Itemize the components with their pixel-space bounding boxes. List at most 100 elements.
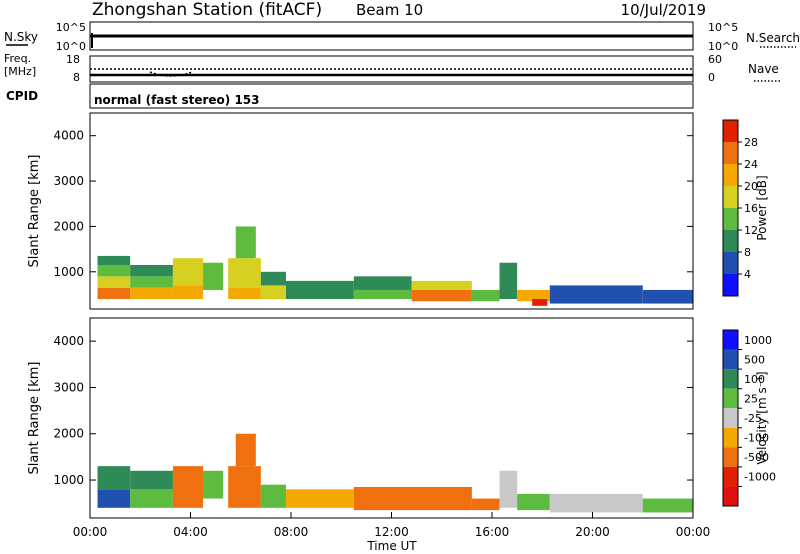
data-cell [130, 287, 173, 300]
data-cell [97, 287, 131, 300]
colorbar-block [723, 186, 738, 208]
data-cell [97, 264, 131, 277]
colorbar-block [723, 466, 738, 487]
data-cell [260, 271, 286, 286]
freq-tick-top: 18 [66, 53, 80, 66]
data-cell [228, 287, 261, 300]
freq-label-line1: Freq. [4, 52, 31, 65]
colorbar-tick-label: 25 [744, 392, 758, 405]
data-cell [130, 276, 173, 288]
velocity-y-axis: 1000 2000 3000 4000 [53, 334, 693, 487]
data-cell [130, 470, 173, 490]
nsky-label: N.Sky [4, 30, 38, 44]
colorbar-tick-label: 8 [744, 246, 751, 259]
colorbar-block [723, 142, 738, 164]
cpid-label: CPID [6, 89, 38, 103]
data-cell [642, 289, 693, 304]
colorbar-tick-label: 500 [744, 353, 765, 366]
data-cell [549, 285, 643, 304]
data-cell [228, 466, 261, 508]
x-tick-label: 12:00 [374, 525, 409, 539]
colorbar-block [723, 164, 738, 186]
velocity-colorbar-blocks [723, 330, 738, 506]
nave-tick-bottom: 0 [708, 71, 715, 84]
power-colorbar-ticks: 4 8 12 16 20 24 28 [738, 136, 758, 281]
data-cell [130, 264, 173, 277]
y-tick-label: 2000 [53, 427, 84, 441]
colorbar-block [723, 388, 738, 409]
data-cell [97, 489, 131, 508]
x-tick-label: 16:00 [475, 525, 510, 539]
data-cell [517, 493, 550, 511]
data-cell [549, 493, 643, 513]
time-x-axis: 00:00 04:00 08:00 12:00 16:00 20:00 00:00 [73, 512, 710, 539]
freq-panel: Freq. [MHz] 18 8 60 0 Nave [4, 52, 780, 84]
beam-label: Beam 10 [356, 1, 423, 19]
nsearch-tick-top: 10^5 [708, 21, 738, 34]
data-cell [353, 486, 472, 511]
y-tick-label: 3000 [53, 380, 84, 394]
colorbar-tick-label: 24 [744, 158, 758, 171]
date-label: 10/Jul/2019 [621, 1, 706, 19]
nsky-tick-bottom: 10^0 [56, 40, 86, 53]
power-y-axis: 1000 2000 3000 4000 [53, 129, 693, 279]
data-cell [353, 276, 412, 290]
colorbar-tick-label: 16 [744, 202, 758, 215]
colorbar-tick-label: -100 [744, 432, 769, 445]
y-tick-label: 2000 [53, 219, 84, 233]
data-cell [285, 280, 354, 300]
colorbar-tick-label: 4 [744, 268, 751, 281]
data-cell [130, 489, 173, 508]
colorbar-tick-label: 100 [744, 373, 765, 386]
data-cell [499, 470, 518, 508]
x-tick-label: 08:00 [274, 525, 309, 539]
power-data-layer [97, 226, 693, 306]
y-tick-label: 1000 [53, 265, 84, 279]
colorbar-block [723, 408, 738, 428]
velocity-colorbar-label: Velocity [m s⁻¹] [755, 371, 769, 464]
nsky-panel: N.Sky 10^5 10^0 10^5 10^0 N.Search [4, 21, 800, 53]
y-tick-label: 4000 [53, 129, 84, 143]
colorbar-block [723, 252, 738, 274]
data-cell [97, 276, 131, 288]
freq-label-line2: [MHz] [4, 65, 36, 78]
nsky-tick-top: 10^5 [56, 21, 86, 34]
data-cell [228, 258, 261, 288]
data-cell [172, 466, 204, 508]
data-cell [353, 289, 412, 300]
colorbar-block [723, 486, 738, 506]
data-cell [411, 280, 472, 290]
data-cell [532, 299, 548, 306]
data-cell [235, 226, 256, 259]
data-cell [172, 258, 204, 286]
data-cell [235, 433, 256, 467]
colorbar-block [723, 330, 738, 350]
time-xlabel: Time UT [366, 539, 417, 553]
data-cell [517, 289, 550, 302]
x-tick-label: 00:00 [73, 525, 108, 539]
cpid-text: normal (fast stereo) 153 [94, 93, 260, 107]
data-cell [471, 289, 500, 302]
colorbar-block [723, 369, 738, 389]
power-colorbar-label: Power [dB] [755, 175, 769, 240]
data-cell [260, 285, 286, 300]
y-tick-label: 1000 [53, 473, 84, 487]
colorbar-block [723, 447, 738, 467]
data-cell [260, 484, 286, 508]
colorbar-block [723, 230, 738, 252]
data-cell [411, 289, 472, 302]
colorbar-block [723, 427, 738, 448]
data-cell [285, 489, 354, 508]
nsearch-tick-bottom: 10^0 [708, 40, 738, 53]
power-colorbar-blocks [723, 120, 738, 296]
colorbar-tick-label: 28 [744, 136, 758, 149]
station-title: Zhongshan Station (fitACF) [92, 0, 322, 20]
power-ylabel: Slant Range [km] [27, 155, 42, 268]
colorbar-block [723, 274, 738, 296]
colorbar-tick-label: 12 [744, 224, 758, 237]
colorbar-tick-label: 20 [744, 180, 758, 193]
velocity-ylabel: Slant Range [km] [27, 362, 42, 475]
nsearch-label: N.Search [746, 31, 800, 45]
freq-tick-bottom: 8 [73, 71, 80, 84]
